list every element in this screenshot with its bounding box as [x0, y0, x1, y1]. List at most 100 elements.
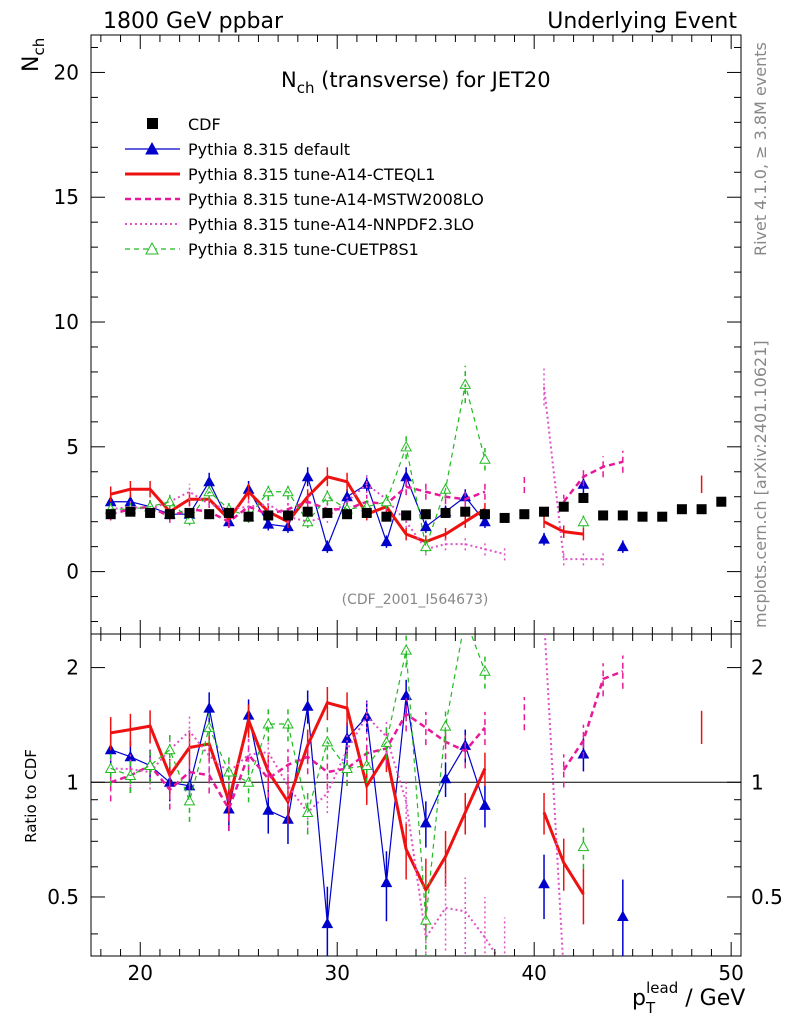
ratio-line: [110, 700, 487, 894]
ratio-line: [562, 670, 624, 771]
ratio-tick-label: 1: [751, 770, 764, 794]
ratio-marker: [577, 840, 590, 852]
cdf-point: [440, 507, 451, 518]
ratio-line: [110, 712, 486, 812]
header-right: Underlying Event: [547, 9, 737, 34]
ratio-series-4: [104, 613, 590, 956]
cdf-point: [578, 492, 589, 503]
series-line: [543, 520, 584, 536]
cdf-point: [184, 507, 195, 518]
legend-marker: [145, 141, 159, 155]
cdf-point: [716, 496, 727, 507]
legend-cdf-marker: [147, 118, 158, 129]
cdf-point: [164, 509, 175, 520]
series-line: [562, 460, 624, 503]
cdf-point: [676, 504, 687, 515]
series-marker: [459, 378, 472, 389]
y-tick-label: 15: [54, 185, 79, 209]
cdf-point: [617, 510, 628, 521]
cdf-point: [420, 509, 431, 520]
x-tick-label: 50: [718, 961, 743, 985]
ratio-tick-label: 1: [66, 770, 79, 794]
series-marker: [163, 495, 176, 507]
legend-label: Pythia 8.315 tune-A14-NNPDF2.3LO: [188, 215, 474, 234]
legend-label: Pythia 8.315 default: [188, 140, 350, 159]
cdf-point: [282, 510, 293, 521]
ratio-y-label: Ratio to CDF: [22, 749, 40, 843]
cdf-point: [302, 506, 313, 517]
legend-label: Pythia 8.315 tune-A14-CTEQL1: [188, 165, 435, 184]
series-line: [110, 384, 486, 549]
series-marker: [380, 495, 393, 507]
plot-title: Nch (transverse) for JET20: [281, 68, 551, 97]
cdf-point: [479, 509, 490, 520]
cdf-point: [519, 509, 530, 520]
ratio-line: [110, 634, 486, 921]
series-3: [109, 368, 604, 566]
ratio-line: [542, 811, 585, 895]
ratio-marker: [616, 910, 629, 921]
cdf-point: [637, 511, 648, 522]
ratio-line: [543, 634, 564, 956]
cdf-point: [322, 507, 333, 518]
legend-item-5: Pythia 8.315 tune-CUETP8S1: [125, 240, 419, 259]
ratio-tick-label: 2: [751, 656, 764, 680]
cdf-point: [558, 501, 569, 512]
ratio-marker: [104, 762, 117, 773]
cdf-point: [361, 507, 372, 518]
cdf-point: [105, 509, 116, 520]
ratio-series-3: [109, 634, 564, 956]
ratio-tick-label: 2: [66, 656, 79, 680]
cdf-point: [223, 507, 234, 518]
cdf-point: [125, 506, 136, 517]
y-tick-label: 0: [66, 560, 79, 584]
series-marker: [616, 540, 629, 552]
legend-item-1: Pythia 8.315 default: [125, 140, 350, 159]
watermark: (CDF_2001_I564673): [342, 592, 489, 608]
legend-label: CDF: [188, 115, 221, 134]
cdf-point: [696, 504, 707, 515]
cdf-point: [145, 507, 156, 518]
ratio-marker: [203, 702, 216, 713]
cdf-point: [401, 510, 412, 521]
ratio-tick-label: 0.5: [47, 885, 79, 909]
x-axis-label: pTlead / GeV: [632, 979, 745, 1017]
ratio-line: [110, 695, 486, 924]
mcplots-label: mcplots.cern.ch [arXiv:2401.10621]: [751, 340, 770, 628]
cdf-point: [460, 506, 471, 517]
legend-item-3: Pythia 8.315 tune-A14-MSTW2008LO: [125, 190, 484, 209]
rivet-label: Rivet 4.1.0, ≥ 3.8M events: [751, 42, 770, 256]
series-4: [104, 365, 590, 553]
cdf-point: [539, 506, 550, 517]
cdf-point: [342, 509, 353, 520]
legend-item-2: Pythia 8.315 tune-A14-CTEQL1: [125, 165, 435, 184]
series-line: [543, 386, 604, 561]
y-tick-label: 20: [54, 60, 79, 84]
cdf-point: [499, 512, 510, 523]
ratio-tick-label: 0.5: [751, 885, 783, 909]
legend-label: Pythia 8.315 tune-A14-MSTW2008LO: [188, 190, 484, 209]
cdf-point: [598, 510, 609, 521]
x-tick-label: 30: [324, 961, 349, 985]
header-left: 1800 GeV ppbar: [103, 9, 284, 34]
legend-marker: [145, 241, 159, 255]
ratio-marker: [144, 759, 156, 771]
cdf-point: [204, 509, 215, 520]
legend-item-0: CDF: [147, 115, 221, 134]
ratio-marker: [538, 877, 550, 889]
x-tick-label: 40: [521, 961, 546, 985]
ratio-marker: [460, 613, 470, 622]
ratio-marker: [282, 717, 294, 729]
cdf-point: [263, 510, 274, 521]
y-axis-label: Nch: [19, 38, 48, 72]
cdf-point: [381, 511, 392, 522]
series-marker: [419, 540, 432, 552]
legend-label: Pythia 8.315 tune-CUETP8S1: [188, 240, 419, 259]
y-tick-label: 5: [66, 435, 79, 459]
series-marker: [577, 515, 590, 527]
cdf-point: [657, 511, 668, 522]
ratio-marker: [183, 794, 196, 806]
series-marker: [538, 533, 550, 544]
